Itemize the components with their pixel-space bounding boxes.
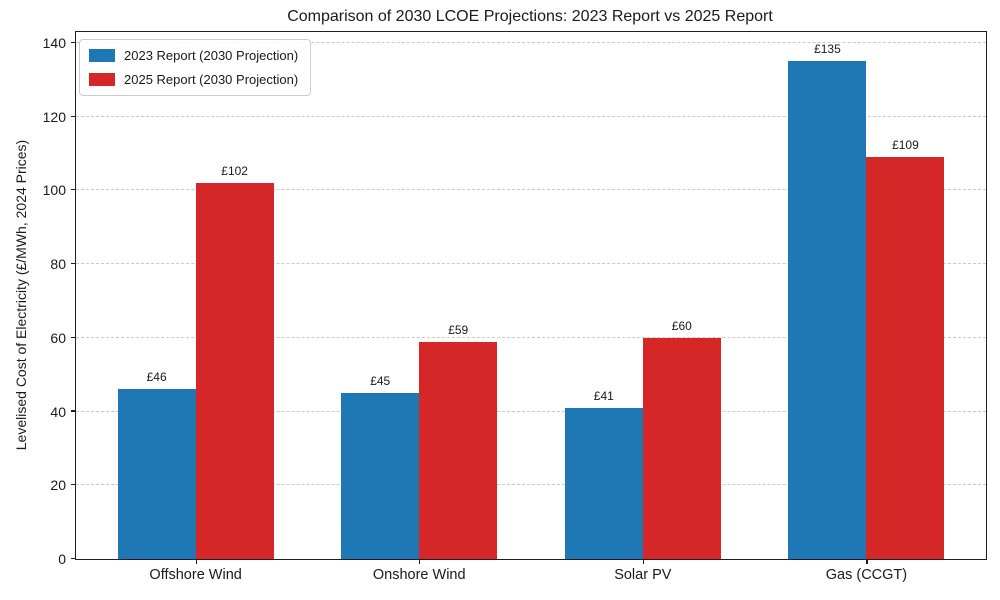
y-tick-label: 20 bbox=[50, 477, 66, 494]
x-tick-mark bbox=[642, 559, 644, 564]
y-tick-mark bbox=[71, 189, 76, 191]
bar-red-1 bbox=[419, 341, 498, 559]
y-tick-label: 120 bbox=[42, 108, 66, 125]
x-tick-mark bbox=[195, 559, 197, 564]
y-tick-mark bbox=[71, 557, 76, 559]
bar-value-label: £41 bbox=[593, 388, 614, 403]
bar-value-label: £109 bbox=[892, 138, 919, 153]
y-tick-label: 80 bbox=[50, 256, 66, 273]
y-tick-label: 60 bbox=[50, 329, 66, 346]
y-tick-mark bbox=[71, 263, 76, 265]
gridline-y-140 bbox=[76, 42, 986, 44]
y-tick-mark bbox=[71, 336, 76, 338]
y-tick-label: 140 bbox=[42, 35, 66, 52]
legend-swatch-blue bbox=[89, 49, 115, 62]
gridline-y-40 bbox=[76, 410, 986, 412]
bar-value-label: £45 bbox=[370, 374, 391, 389]
x-tick-label: Offshore Wind bbox=[149, 567, 242, 583]
bar-red-0 bbox=[195, 183, 274, 559]
y-tick-mark bbox=[71, 484, 76, 486]
chart-title: Comparison of 2030 LCOE Projections: 202… bbox=[287, 8, 773, 25]
x-tick-label: Solar PV bbox=[614, 567, 672, 583]
gridline-y-80 bbox=[76, 263, 986, 265]
legend-swatch-red bbox=[89, 73, 115, 86]
x-tick-mark bbox=[866, 559, 868, 564]
legend-item-2023: 2023 Report (2030 Projection) bbox=[89, 48, 298, 63]
gridline-y-60 bbox=[76, 336, 986, 338]
legend: 2023 Report (2030 Projection) 2025 Repor… bbox=[79, 39, 312, 96]
bar-value-label: £60 bbox=[671, 318, 692, 333]
gridline-y-120 bbox=[76, 115, 986, 117]
gridline-y-20 bbox=[76, 484, 986, 486]
x-tick-mark bbox=[419, 559, 421, 564]
bar-value-label: £59 bbox=[448, 322, 469, 337]
y-tick-mark bbox=[71, 115, 76, 117]
bar-value-label: £135 bbox=[814, 42, 841, 57]
y-tick-mark bbox=[71, 41, 76, 44]
bar-value-label: £46 bbox=[146, 370, 167, 385]
bar-value-label: £102 bbox=[221, 164, 248, 179]
bar-blue-2 bbox=[564, 407, 643, 559]
bar-blue-1 bbox=[341, 393, 420, 559]
y-axis-label: Levelised Cost of Electricity (£/MWh, 20… bbox=[13, 139, 29, 451]
legend-item-2025: 2025 Report (2030 Projection) bbox=[89, 72, 298, 87]
legend-label: 2025 Report (2030 Projection) bbox=[124, 72, 299, 87]
legend-label: 2023 Report (2030 Projection) bbox=[124, 48, 299, 63]
plot-area: 2023 Report (2030 Projection) 2025 Repor… bbox=[43, 31, 987, 583]
bar-red-3 bbox=[866, 157, 945, 559]
x-tick-label: Gas (CCGT) bbox=[825, 567, 908, 583]
bar-red-2 bbox=[642, 337, 721, 559]
bar-blue-3 bbox=[788, 61, 867, 559]
bar-blue-0 bbox=[117, 389, 196, 559]
x-tick-label: Onshore Wind bbox=[372, 567, 466, 583]
y-tick-label: 0 bbox=[58, 551, 66, 567]
y-tick-mark bbox=[71, 410, 76, 412]
gridline-y-100 bbox=[76, 189, 986, 191]
y-tick-label: 40 bbox=[50, 403, 66, 420]
y-tick-label: 100 bbox=[42, 182, 66, 199]
